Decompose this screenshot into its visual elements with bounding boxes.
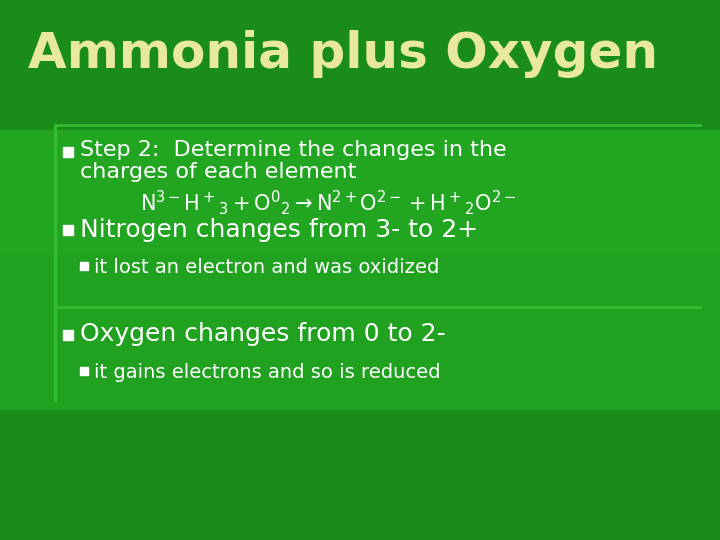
Text: it lost an electron and was oxidized: it lost an electron and was oxidized xyxy=(94,258,439,277)
FancyBboxPatch shape xyxy=(0,130,720,410)
Text: Oxygen changes from 0 to 2-: Oxygen changes from 0 to 2- xyxy=(80,322,446,346)
Text: it gains electrons and so is reduced: it gains electrons and so is reduced xyxy=(94,363,441,382)
Text: Step 2:  Determine the changes in the: Step 2: Determine the changes in the xyxy=(80,140,507,160)
FancyBboxPatch shape xyxy=(0,255,720,410)
Text: charges of each element: charges of each element xyxy=(80,162,356,182)
Bar xyxy=(63,225,73,235)
Bar xyxy=(63,330,73,340)
Bar xyxy=(80,262,88,270)
Bar xyxy=(63,147,73,157)
Bar xyxy=(80,367,88,375)
Text: Ammonia plus Oxygen: Ammonia plus Oxygen xyxy=(28,30,658,78)
Text: Nitrogen changes from 3- to 2+: Nitrogen changes from 3- to 2+ xyxy=(80,218,478,242)
Text: $\mathregular{N}^{3-}\mathregular{H}^+{}_3 + \mathregular{O}^0{}_2 \rightarrow \: $\mathregular{N}^{3-}\mathregular{H}^+{}… xyxy=(140,188,516,217)
